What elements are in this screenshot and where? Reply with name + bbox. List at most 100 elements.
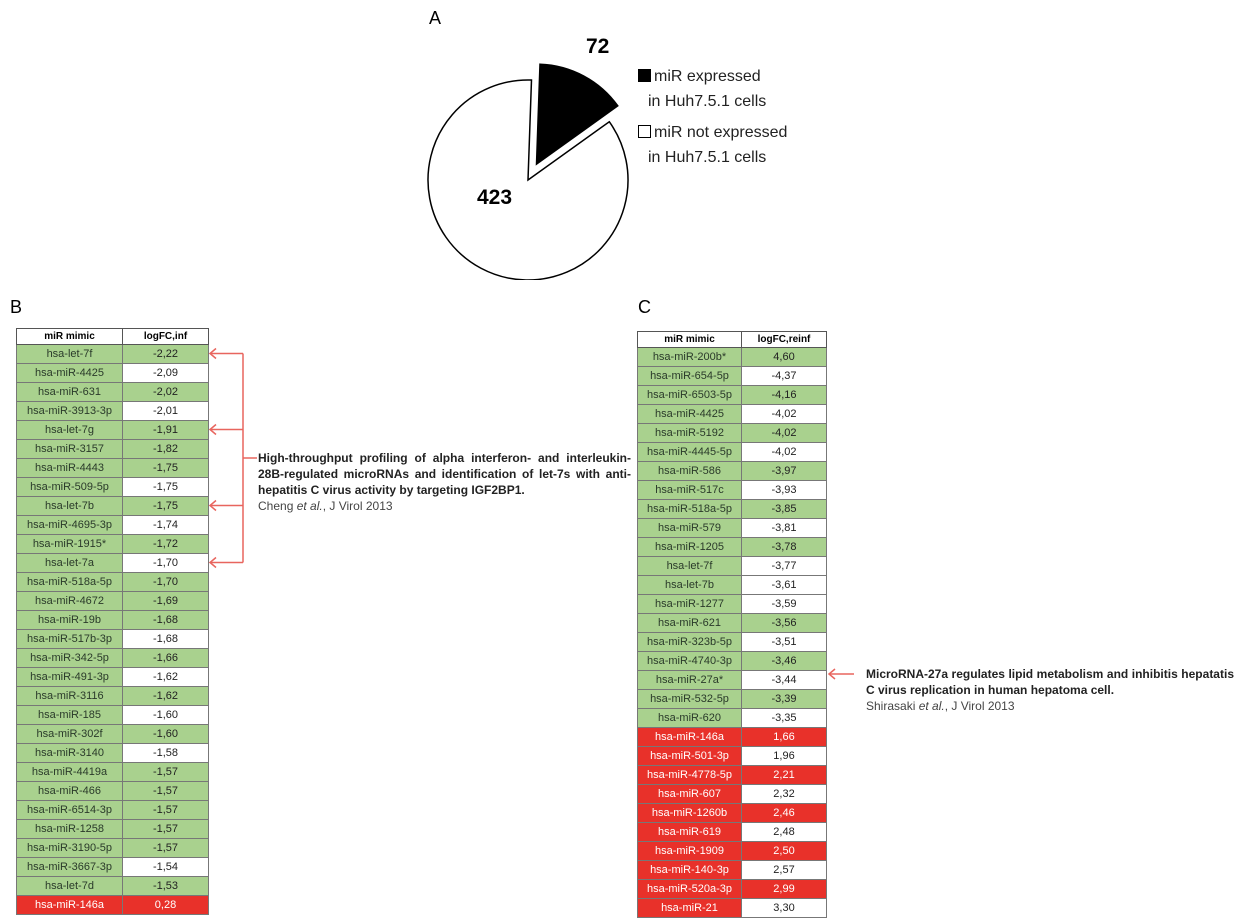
table-b: miR mimic logFC,inf hsa-let-7f -2,22 hsa-m… bbox=[16, 328, 209, 915]
header-logfc: logFC,inf bbox=[122, 328, 209, 345]
logfc-value-cell: 2,21 bbox=[741, 765, 827, 785]
mir-name-cell: hsa-miR-501-3p bbox=[637, 746, 742, 766]
logfc-value-cell: -3,59 bbox=[741, 594, 827, 614]
table-row: hsa-miR-146a 1,66 bbox=[637, 727, 827, 747]
header-mir-mimic: miR mimic bbox=[637, 331, 742, 348]
logfc-value-cell: -3,78 bbox=[741, 537, 827, 557]
pie-label-expressed: 72 bbox=[586, 35, 610, 58]
table-row: hsa-miR-501-3p 1,96 bbox=[637, 746, 827, 766]
mir-name-cell: hsa-miR-517c bbox=[637, 480, 742, 500]
table-row: hsa-miR-342-5p -1,66 bbox=[16, 648, 209, 668]
mir-name-cell: hsa-miR-21 bbox=[637, 898, 742, 918]
mir-name-cell: hsa-let-7f bbox=[637, 556, 742, 576]
mir-name-cell: hsa-miR-491-3p bbox=[16, 667, 123, 687]
logfc-value-cell: -3,39 bbox=[741, 689, 827, 709]
logfc-value-cell: 3,30 bbox=[741, 898, 827, 918]
table-row: hsa-miR-302f -1,60 bbox=[16, 724, 209, 744]
annotation-b-title: High-throughput profiling of alpha inter… bbox=[258, 451, 631, 497]
mir-name-cell: hsa-miR-532-5p bbox=[637, 689, 742, 709]
table-row: hsa-miR-1260b 2,46 bbox=[637, 803, 827, 823]
logfc-value-cell: -1,68 bbox=[122, 610, 209, 630]
table-row: hsa-miR-579 -3,81 bbox=[637, 518, 827, 538]
mir-name-cell: hsa-let-7f bbox=[16, 344, 123, 364]
logfc-value-cell: -4,02 bbox=[741, 442, 827, 462]
mir-name-cell: hsa-miR-466 bbox=[16, 781, 123, 801]
table-header: miR mimic logFC,inf bbox=[16, 328, 209, 345]
table-row: hsa-miR-4419a -1,57 bbox=[16, 762, 209, 782]
logfc-value-cell: -4,02 bbox=[741, 404, 827, 424]
logfc-value-cell: 2,48 bbox=[741, 822, 827, 842]
table-row: hsa-miR-4778-5p 2,21 bbox=[637, 765, 827, 785]
table-row: hsa-miR-4445-5p -4,02 bbox=[637, 442, 827, 462]
mir-name-cell: hsa-miR-19b bbox=[16, 610, 123, 630]
header-mir-mimic: miR mimic bbox=[16, 328, 123, 345]
mir-name-cell: hsa-miR-579 bbox=[637, 518, 742, 538]
mir-name-cell: hsa-miR-4443 bbox=[16, 458, 123, 478]
legend-label-line2: in Huh7.5.1 cells bbox=[648, 149, 767, 166]
mir-name-cell: hsa-miR-6514-3p bbox=[16, 800, 123, 820]
logfc-value-cell: -1,54 bbox=[122, 857, 209, 877]
mir-name-cell: hsa-miR-200b* bbox=[637, 347, 742, 367]
table-row: hsa-miR-631 -2,02 bbox=[16, 382, 209, 402]
legend-label: miR expressed bbox=[654, 68, 761, 85]
mir-name-cell: hsa-miR-518a-5p bbox=[637, 499, 742, 519]
table-row: hsa-miR-19b -1,68 bbox=[16, 610, 209, 630]
logfc-value-cell: -3,77 bbox=[741, 556, 827, 576]
annotation-c-cite: Shirasaki et al., J Virol 2013 bbox=[866, 698, 1234, 714]
mir-name-cell: hsa-miR-620 bbox=[637, 708, 742, 728]
table-row: hsa-miR-1258 -1,57 bbox=[16, 819, 209, 839]
table-row: hsa-miR-185 -1,60 bbox=[16, 705, 209, 725]
logfc-value-cell: -4,02 bbox=[741, 423, 827, 443]
logfc-value-cell: -1,62 bbox=[122, 686, 209, 706]
table-header: miR mimic logFC,reinf bbox=[637, 331, 827, 348]
table-row: hsa-miR-5192 -4,02 bbox=[637, 423, 827, 443]
mir-name-cell: hsa-miR-323b-5p bbox=[637, 632, 742, 652]
table-row: hsa-miR-200b* 4,60 bbox=[637, 347, 827, 367]
table-row: hsa-let-7b -3,61 bbox=[637, 575, 827, 595]
cite-journal: , J Virol 2013 bbox=[944, 699, 1015, 713]
logfc-value-cell: 0,28 bbox=[122, 895, 209, 915]
legend-label-line2: in Huh7.5.1 cells bbox=[648, 93, 767, 110]
mir-name-cell: hsa-miR-654-5p bbox=[637, 366, 742, 386]
logfc-value-cell: 1,96 bbox=[741, 746, 827, 766]
mir-name-cell: hsa-miR-3140 bbox=[16, 743, 123, 763]
mir-name-cell: hsa-miR-146a bbox=[16, 895, 123, 915]
table-row: hsa-miR-4443 -1,75 bbox=[16, 458, 209, 478]
logfc-value-cell: 2,46 bbox=[741, 803, 827, 823]
table-row: hsa-miR-4740-3p -3,46 bbox=[637, 651, 827, 671]
logfc-value-cell: -1,58 bbox=[122, 743, 209, 763]
mir-name-cell: hsa-miR-1258 bbox=[16, 819, 123, 839]
logfc-value-cell: -1,62 bbox=[122, 667, 209, 687]
table-row: hsa-miR-607 2,32 bbox=[637, 784, 827, 804]
panel-label-b: B bbox=[10, 297, 23, 317]
mir-name-cell: hsa-miR-4778-5p bbox=[637, 765, 742, 785]
logfc-value-cell: 2,50 bbox=[741, 841, 827, 861]
table-row: hsa-miR-146a 0,28 bbox=[16, 895, 209, 915]
table-row: hsa-miR-518a-5p -3,85 bbox=[637, 499, 827, 519]
mir-name-cell: hsa-miR-6503-5p bbox=[637, 385, 742, 405]
mir-name-cell: hsa-miR-520a-3p bbox=[637, 879, 742, 899]
mir-name-cell: hsa-miR-4445-5p bbox=[637, 442, 742, 462]
table-row: hsa-miR-509-5p -1,75 bbox=[16, 477, 209, 497]
legend-swatch-white bbox=[638, 125, 651, 138]
table-row: hsa-miR-140-3p 2,57 bbox=[637, 860, 827, 880]
logfc-value-cell: -1,75 bbox=[122, 477, 209, 497]
mir-name-cell: hsa-miR-1915* bbox=[16, 534, 123, 554]
mir-name-cell: hsa-miR-4672 bbox=[16, 591, 123, 611]
pie-slice-expressed bbox=[535, 63, 619, 166]
table-row: hsa-miR-6503-5p -4,16 bbox=[637, 385, 827, 405]
mir-name-cell: hsa-miR-3190-5p bbox=[16, 838, 123, 858]
logfc-value-cell: -3,56 bbox=[741, 613, 827, 633]
logfc-value-cell: -1,72 bbox=[122, 534, 209, 554]
table-row: hsa-let-7b -1,75 bbox=[16, 496, 209, 516]
table-row: hsa-miR-3190-5p -1,57 bbox=[16, 838, 209, 858]
table-row: hsa-let-7d -1,53 bbox=[16, 876, 209, 896]
pie-slice-not-expressed bbox=[427, 79, 629, 280]
cite-author: Shirasaki bbox=[866, 699, 919, 713]
pie-legend: miR expressed in Huh7.5.1 cells miR not … bbox=[638, 64, 858, 170]
logfc-value-cell: -4,37 bbox=[741, 366, 827, 386]
annotation-c-title: MicroRNA-27a regulates lipid metabolism … bbox=[866, 667, 1234, 697]
mir-name-cell: hsa-miR-3913-3p bbox=[16, 401, 123, 421]
logfc-value-cell: -3,93 bbox=[741, 480, 827, 500]
table-row: hsa-miR-1909 2,50 bbox=[637, 841, 827, 861]
